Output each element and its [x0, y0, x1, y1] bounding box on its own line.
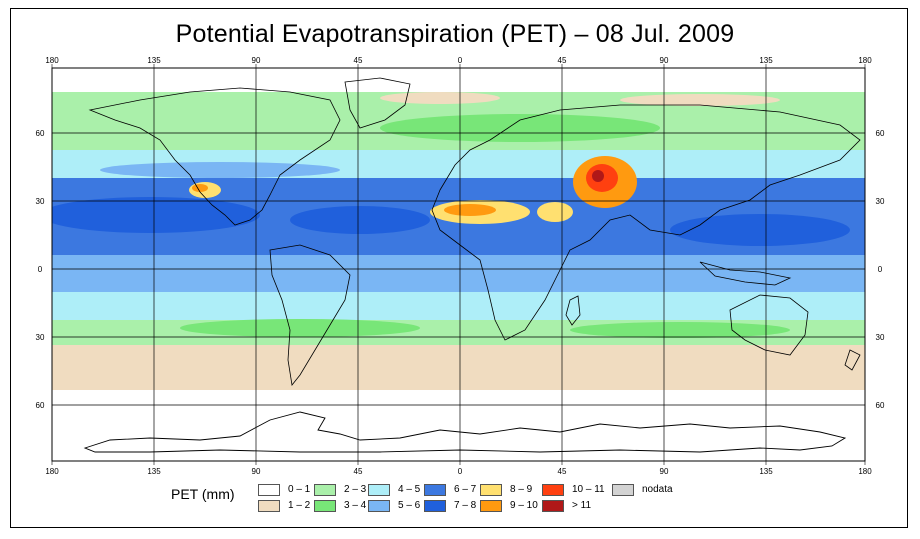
legend-swatch-3 [314, 500, 336, 512]
legend-swatch-5 [368, 500, 390, 512]
legend-label-4: 4 – 5 [398, 484, 421, 495]
legend-label-9: 9 – 10 [510, 500, 538, 511]
map-border [51, 67, 866, 462]
legend-label-3: 3 – 4 [344, 500, 367, 511]
coast-greenland [344, 77, 411, 129]
tick-marks [51, 64, 866, 465]
lat-label-left-1: 30 [36, 197, 45, 206]
coast-indonesia [699, 261, 792, 286]
legend-label-0: 0 – 1 [288, 484, 311, 495]
legend-swatch-4 [368, 484, 390, 496]
coast-eurasia-africa [431, 104, 861, 341]
lon-label-top-5: 45 [558, 56, 567, 65]
legend-swatch-7 [424, 500, 446, 512]
legend-swatch-9 [480, 500, 502, 512]
coast-south-america [269, 244, 351, 386]
figure-frame [10, 8, 908, 528]
graticule [52, 68, 865, 461]
legend-label-2: 2 – 3 [344, 484, 367, 495]
lon-label-bottom-3: 45 [354, 467, 363, 476]
lon-label-top-4: 0 [458, 56, 463, 65]
lon-label-top-2: 90 [252, 56, 261, 65]
band-indian-deep [670, 214, 850, 246]
band-atlantic-deep [290, 206, 430, 234]
lon-label-bottom-6: 90 [660, 467, 669, 476]
lon-label-bottom-1: 135 [147, 467, 161, 476]
coast-north-america [88, 87, 341, 226]
coast-madagascar [565, 295, 581, 326]
lon-label-top-6: 90 [660, 56, 669, 65]
legend-swatch-0 [258, 484, 280, 496]
hotspot-arabia [537, 202, 573, 222]
lon-label-bottom-8: 180 [858, 467, 872, 476]
lon-label-bottom-2: 90 [252, 467, 261, 476]
lon-label-top-7: 135 [759, 56, 773, 65]
lon-label-top-1: 135 [147, 56, 161, 65]
lat-label-left-3: 30 [36, 333, 45, 342]
legend-swatch-11 [542, 500, 564, 512]
zone-equator [52, 255, 865, 295]
legend-label-5: 5 – 6 [398, 500, 421, 511]
band-pacific-deep [52, 197, 260, 233]
heatmap-field [52, 68, 865, 461]
lon-label-top-0: 180 [45, 56, 59, 65]
lon-label-bottom-4: 0 [458, 467, 463, 476]
band-green-south [180, 319, 420, 337]
legend-swatch-6 [424, 484, 446, 496]
legend-title: PET (mm) [171, 486, 235, 502]
legend-label-6: 6 – 7 [454, 484, 477, 495]
lon-label-top-8: 180 [858, 56, 872, 65]
legend-swatch-2 [314, 484, 336, 496]
lat-label-left-2: 0 [38, 265, 43, 274]
band-tan-arctic [380, 92, 500, 104]
band-green-north [380, 114, 660, 142]
lon-label-bottom-7: 135 [759, 467, 773, 476]
legend-swatch-12 [612, 484, 634, 496]
lon-label-bottom-0: 180 [45, 467, 59, 476]
legend-swatch-8 [480, 484, 502, 496]
zone-south-tan [52, 345, 865, 390]
coast-new-zealand [844, 349, 861, 371]
band-cyan-mid [100, 162, 340, 178]
legend-label-12: nodata [642, 484, 673, 495]
lat-label-right-4: 60 [876, 401, 885, 410]
lat-label-right-3: 30 [876, 333, 885, 342]
coast-antarctica [83, 411, 847, 453]
legend-swatch-1 [258, 500, 280, 512]
legend-label-1: 1 – 2 [288, 500, 311, 511]
hotspot-iran-max [592, 170, 604, 182]
map-title: Potential Evapotranspiration (PET) – 08 … [175, 20, 735, 48]
lon-label-bottom-5: 45 [558, 467, 567, 476]
lat-label-left-0: 60 [36, 129, 45, 138]
band-green-south-2 [570, 322, 790, 338]
zone-antarctic [52, 400, 865, 461]
lon-label-top-3: 45 [354, 56, 363, 65]
legend-label-11: > 11 [572, 500, 591, 511]
legend-label-8: 8 – 9 [510, 484, 533, 495]
lat-label-right-2: 0 [878, 265, 883, 274]
legend-swatch-10 [542, 484, 564, 496]
lat-label-right-1: 30 [876, 197, 885, 206]
hotspot-mexico-core [192, 184, 208, 192]
coast-australia [729, 294, 809, 356]
legend-label-10: 10 – 11 [572, 484, 605, 495]
legend-label-7: 7 – 8 [454, 500, 477, 511]
lat-label-right-0: 60 [876, 129, 885, 138]
lat-label-left-4: 60 [36, 401, 45, 410]
zone-south-cyan [52, 292, 865, 322]
hotspot-sahara-core [444, 204, 496, 216]
band-tan-arctic-2 [620, 94, 780, 106]
